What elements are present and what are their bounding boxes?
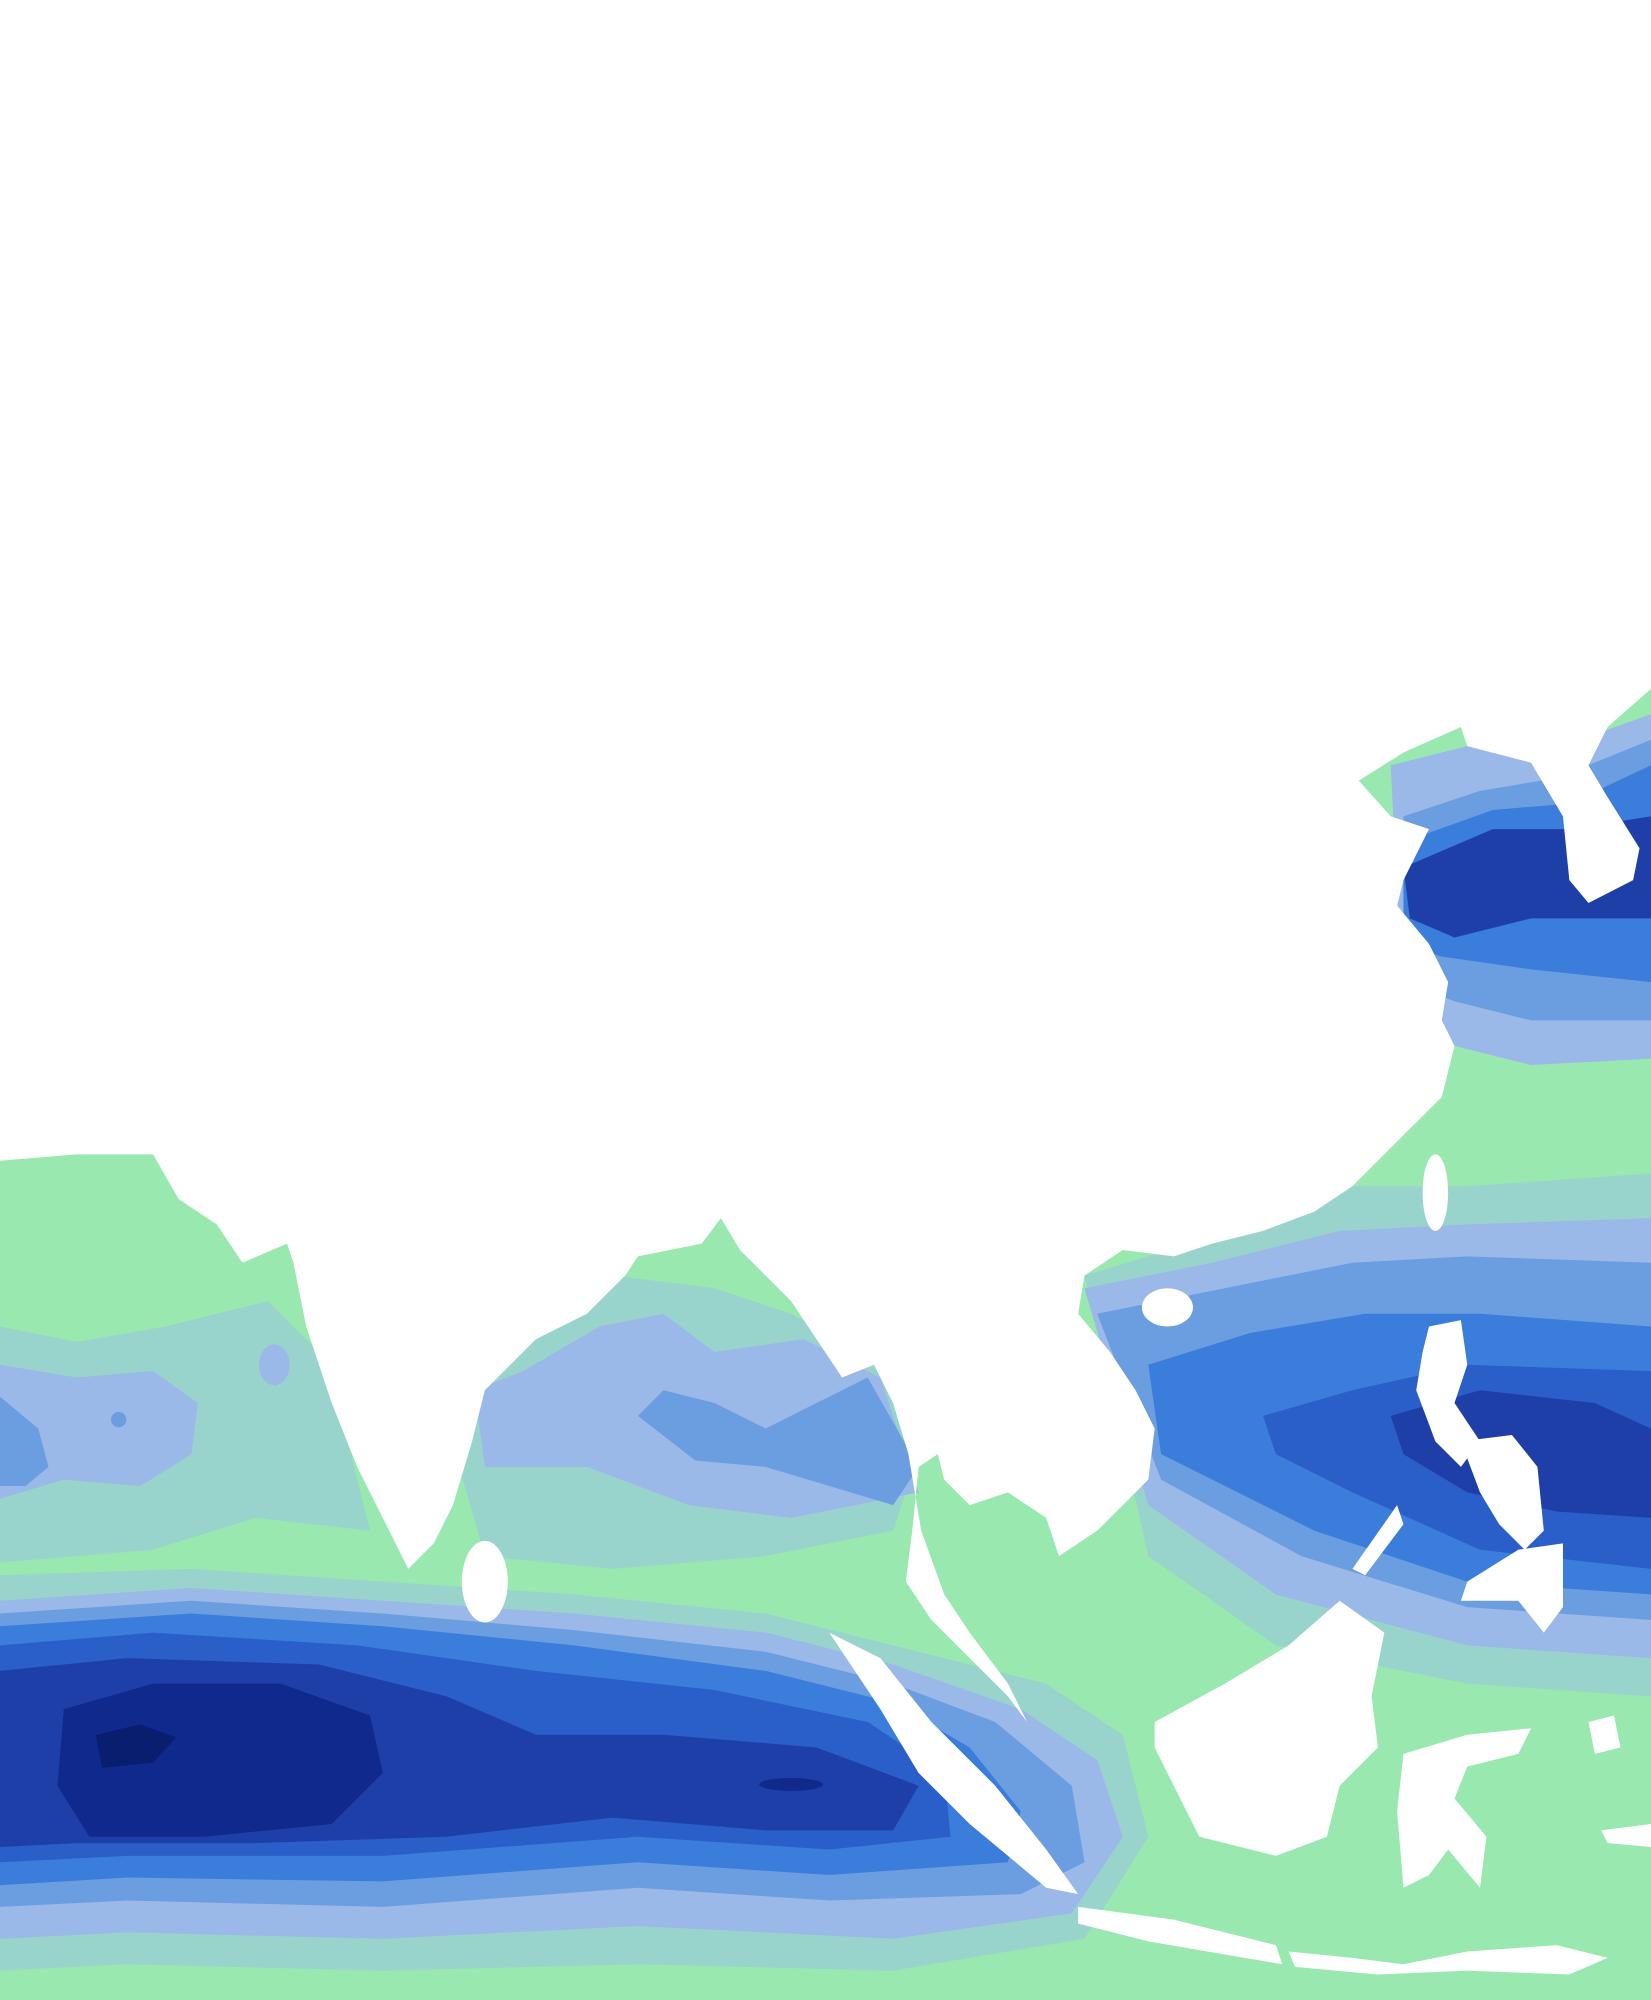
band <box>57 1683 383 1837</box>
island <box>1422 1154 1449 1231</box>
arabian-sea-bands <box>0 1301 371 1563</box>
island <box>829 1632 1079 1895</box>
band <box>759 1778 823 1791</box>
band <box>0 1396 49 1486</box>
island <box>1352 1505 1404 1576</box>
island <box>1288 1945 1608 1975</box>
island <box>1154 1600 1385 1856</box>
band <box>95 1724 177 1768</box>
bay-of-bengal-bands <box>459 1275 919 1569</box>
island <box>1078 1906 1283 1965</box>
island <box>461 1540 508 1623</box>
island <box>1397 1728 1532 1888</box>
island <box>1588 1715 1621 1754</box>
island <box>1601 1823 1651 1847</box>
island <box>1141 1288 1193 1327</box>
band <box>637 1377 919 1506</box>
band <box>0 1364 198 1499</box>
mainland <box>0 0 1651 1722</box>
island <box>1416 1320 1481 1467</box>
island <box>1460 1434 1544 1550</box>
band <box>259 1344 290 1386</box>
band <box>111 1411 127 1428</box>
island <box>1460 1543 1563 1633</box>
